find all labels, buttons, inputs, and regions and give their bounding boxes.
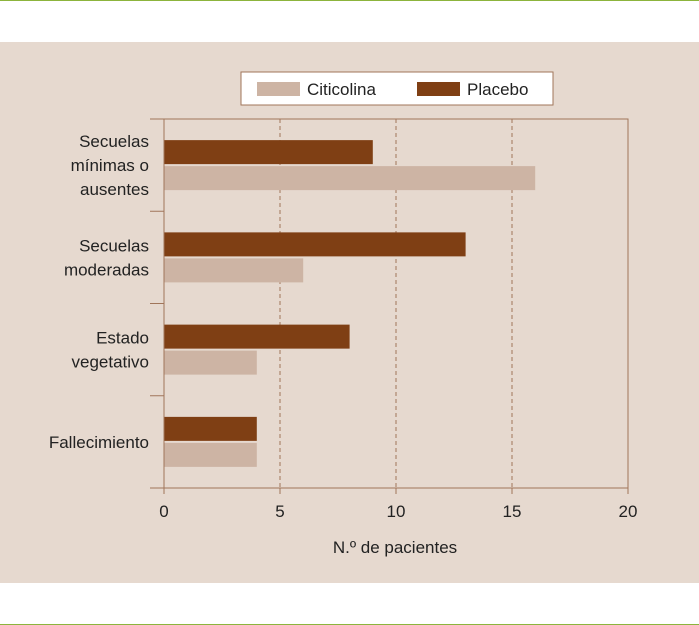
legend-swatch-citicolina bbox=[257, 82, 300, 96]
bars bbox=[164, 140, 536, 467]
bar-citicolina bbox=[164, 166, 536, 191]
bar-placebo bbox=[164, 232, 466, 257]
bar-placebo bbox=[164, 324, 350, 349]
category-label: Secuelas moderadas bbox=[64, 236, 149, 279]
bar-citicolina bbox=[164, 350, 257, 375]
x-tick-label: 5 bbox=[275, 502, 284, 521]
x-tick-label: 10 bbox=[387, 502, 406, 521]
legend-swatch-placebo bbox=[417, 82, 460, 96]
bar-placebo bbox=[164, 140, 373, 165]
category-label: Secuelas mínimas o ausentes bbox=[71, 132, 149, 199]
x-tick-label: 0 bbox=[159, 502, 168, 521]
bar-citicolina bbox=[164, 442, 257, 467]
grid-lines bbox=[279, 119, 513, 488]
legend: Citicolina Placebo bbox=[240, 71, 554, 106]
bar-placebo bbox=[164, 416, 257, 441]
category-label: Fallecimiento bbox=[49, 433, 149, 452]
legend-label-citicolina: Citicolina bbox=[307, 80, 377, 99]
top-rule bbox=[0, 0, 699, 1]
x-axis-label: N.º de pacientes bbox=[333, 538, 457, 557]
bar-citicolina bbox=[164, 258, 304, 283]
category-label: Estado vegetativo bbox=[72, 329, 150, 372]
legend-label-placebo: Placebo bbox=[467, 80, 528, 99]
axes: 0 5 10 15 20 Secuelas mínimas o ausentes Secuela… bbox=[49, 118, 638, 521]
x-tick-label: 15 bbox=[503, 502, 522, 521]
x-tick-label: 20 bbox=[619, 502, 638, 521]
chart-panel bbox=[0, 42, 699, 583]
